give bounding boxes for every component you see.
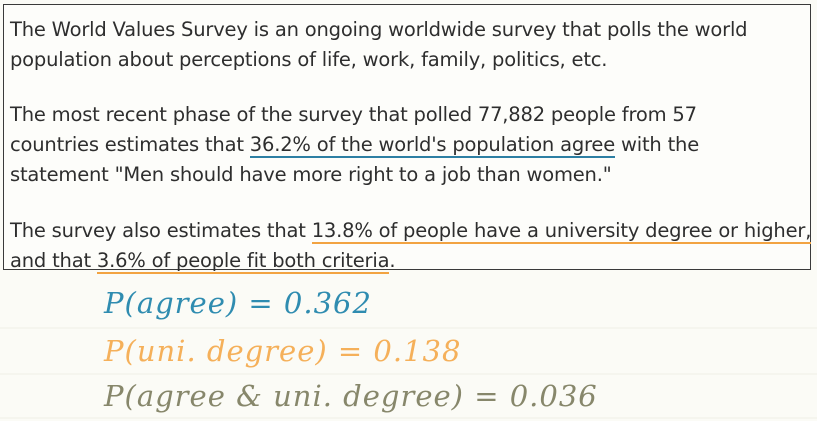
paragraph-intro: The World Values Survey is an ongoing wo… <box>10 15 748 75</box>
paragraph-agree-line-3: statement "Men should have more right to… <box>10 163 612 186</box>
paragraph-agree-estimate: The most recent phase of the survey that… <box>10 100 699 190</box>
paragraph-intro-line-1: The World Values Survey is an ongoing wo… <box>10 18 748 41</box>
highlight-agree-share: 36.2% of the world's population agree <box>249 133 616 158</box>
paragraph-degree-estimate: The survey also estimates that 13.8% of … <box>10 216 811 276</box>
paragraph-agree-line-1: The most recent phase of the survey that… <box>10 103 697 126</box>
paragraph-agree-line-2-post: with the <box>615 133 699 156</box>
paragraph-intro-line-2: population about perceptions of life, wo… <box>10 48 608 71</box>
formula-p-agree-and-uni-degree: P(agree & uni. degree) = 0.036 <box>104 379 598 413</box>
highlight-degree-share: 13.8% of people have a university degree… <box>311 219 812 244</box>
formula-p-uni-degree: P(uni. degree) = 0.138 <box>104 334 462 368</box>
paragraph-degree-line-2-pre: and that <box>10 249 97 272</box>
paragraph-degree-line-2-post: . <box>389 249 396 272</box>
survey-text-box: The World Values Survey is an ongoing wo… <box>3 4 811 274</box>
paragraph-degree-line-1-pre: The survey also estimates that <box>10 219 312 242</box>
highlight-both-criteria: 3.6% of people fit both criteria <box>96 249 390 274</box>
paragraph-agree-line-2-pre: countries estimates that <box>10 133 250 156</box>
formula-p-agree: P(agree) = 0.362 <box>104 286 372 320</box>
